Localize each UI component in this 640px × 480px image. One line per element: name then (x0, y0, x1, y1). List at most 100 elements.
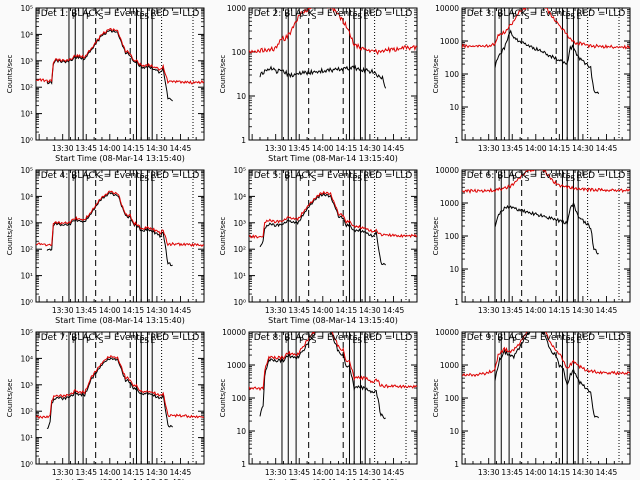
y-tick-label: 1000 (440, 361, 459, 370)
y-tick-label: 10 (449, 427, 459, 436)
event-marker-letter: S (144, 174, 149, 183)
event-marker-letter: E (139, 336, 144, 345)
event-marker-letter: P (86, 336, 91, 345)
y-tick-label: 1000 (227, 4, 246, 13)
panel-title: Det 4: BLACK = Events, RED = LLD (41, 171, 200, 181)
panel-title: Det 6: BLACK = Events, RED = LLD (467, 171, 626, 181)
x-tick-label: 14:30 (146, 306, 168, 315)
y-tick-label: 10¹ (20, 434, 33, 443)
detector-panel-2: 1 10 100 1000 13:30 13:45 14:00 14:15 14:30 14:45… (219, 4, 418, 163)
x-tick-label: 13:45 (288, 306, 310, 315)
event-marker-letter: S (357, 12, 362, 21)
y-axis-label: Counts/sec (6, 217, 14, 256)
y-tick-label: 10⁴ (20, 192, 33, 201)
event-marker-letter: P (299, 336, 304, 345)
event-marker-letter: P (512, 12, 517, 21)
x-tick-label: 14:45 (383, 144, 405, 153)
series-group (462, 170, 630, 255)
x-tick-label: 14:15 (123, 144, 145, 153)
y-tick-label: 10⁰ (20, 136, 33, 145)
y-tick-label: 10000 (222, 328, 246, 337)
event-marker-letter: P (285, 12, 290, 21)
y-axis-label: Counts/sec (432, 217, 440, 256)
y-tick-label: 10 (449, 265, 459, 274)
panel-title: Det 1: BLACK = Events, RED = LLD (41, 9, 200, 19)
event-marker-letter: E (363, 336, 368, 345)
lld-series-line (36, 355, 204, 420)
x-tick-label: 14:45 (596, 144, 618, 153)
y-tick-label: 1000 (440, 37, 459, 46)
x-tick-label: 14:15 (549, 306, 571, 315)
event-marker-letter: E (352, 336, 357, 345)
event-marker-letter: P (72, 174, 77, 183)
x-tick-label: 14:00 (525, 306, 547, 315)
x-tick-label: 14:30 (359, 306, 381, 315)
event-marker-letter: E (363, 174, 368, 183)
time-markers (68, 8, 194, 140)
events-series-line (46, 192, 173, 267)
plot-frame (35, 169, 205, 303)
event-marker-letter: E (576, 174, 581, 183)
y-tick-label: 10³ (20, 57, 33, 66)
plot-frame (248, 331, 418, 465)
series-group (36, 27, 204, 102)
event-marker-letter: P (86, 12, 91, 21)
y-tick-label: 10000 (435, 166, 459, 175)
event-marker-letter: S (357, 336, 362, 345)
y-tick-label: 10 (449, 103, 459, 112)
y-tick-label: 10⁴ (233, 192, 246, 201)
y-tick-label: 10⁵ (20, 4, 33, 13)
event-marker-letter: S (525, 336, 530, 345)
event-marker-letter: P (498, 336, 503, 345)
event-marker-letter: E (565, 336, 570, 345)
x-tick-label: 13:30 (265, 468, 287, 477)
y-tick-label: 1000 (227, 361, 246, 370)
x-tick-label: 14:30 (572, 306, 594, 315)
y-axis-label: Counts/sec (219, 217, 227, 256)
series-group (249, 190, 417, 266)
x-tick-label: 14:15 (336, 306, 358, 315)
x-tick-label: 14:00 (525, 468, 547, 477)
lld-series-line (462, 170, 630, 195)
y-tick-label: 10¹ (20, 272, 33, 281)
event-marker-letter: S (312, 12, 317, 21)
x-tick-label: 13:45 (75, 306, 97, 315)
y-tick-label: 10⁰ (233, 298, 246, 307)
x-tick-label: 14:00 (312, 144, 334, 153)
x-tick-label: 14:45 (170, 468, 192, 477)
lld-series-line (249, 190, 417, 239)
event-marker-letter: S (144, 336, 149, 345)
event-marker-letter: E (576, 336, 581, 345)
event-marker-letter: S (357, 174, 362, 183)
event-marker-letter: S (570, 336, 575, 345)
y-tick-label: 100 (445, 394, 460, 403)
lld-series-line (36, 190, 204, 248)
detector-panel-9: 1 10 100 1000 10000 13:30 13:45 14:00 14:15 14:30… (432, 328, 631, 477)
x-tick-label: 14:15 (123, 306, 145, 315)
y-axis-label: Counts/sec (219, 379, 227, 418)
y-tick-label: 10² (233, 245, 246, 254)
x-tick-label: 13:45 (501, 468, 523, 477)
x-tick-label: 14:30 (146, 144, 168, 153)
panel-title: Det 8: BLACK = Events, RED = LLD (254, 333, 413, 343)
plot-frame (248, 7, 418, 141)
x-tick-label: 14:45 (596, 468, 618, 477)
y-tick-label: 10⁰ (20, 460, 33, 469)
x-tick-label: 14:45 (383, 306, 405, 315)
x-tick-label: 14:45 (170, 306, 192, 315)
y-tick-label: 100 (445, 232, 460, 241)
x-tick-label: 13:45 (288, 144, 310, 153)
x-tick-label: 13:30 (265, 306, 287, 315)
event-marker-letter: P (72, 336, 77, 345)
x-tick-label: 13:45 (288, 468, 310, 477)
event-marker-letter: S (99, 12, 104, 21)
y-tick-label: 1 (454, 136, 459, 145)
y-tick-label: 10² (20, 83, 33, 92)
y-axis-label: Counts/sec (432, 379, 440, 418)
x-tick-label: 13:30 (478, 468, 500, 477)
x-tick-label: 14:00 (525, 144, 547, 153)
y-tick-label: 10² (20, 245, 33, 254)
event-marker-letter: E (150, 174, 155, 183)
event-marker-letter: S (99, 174, 104, 183)
event-marker-letter: P (86, 174, 91, 183)
